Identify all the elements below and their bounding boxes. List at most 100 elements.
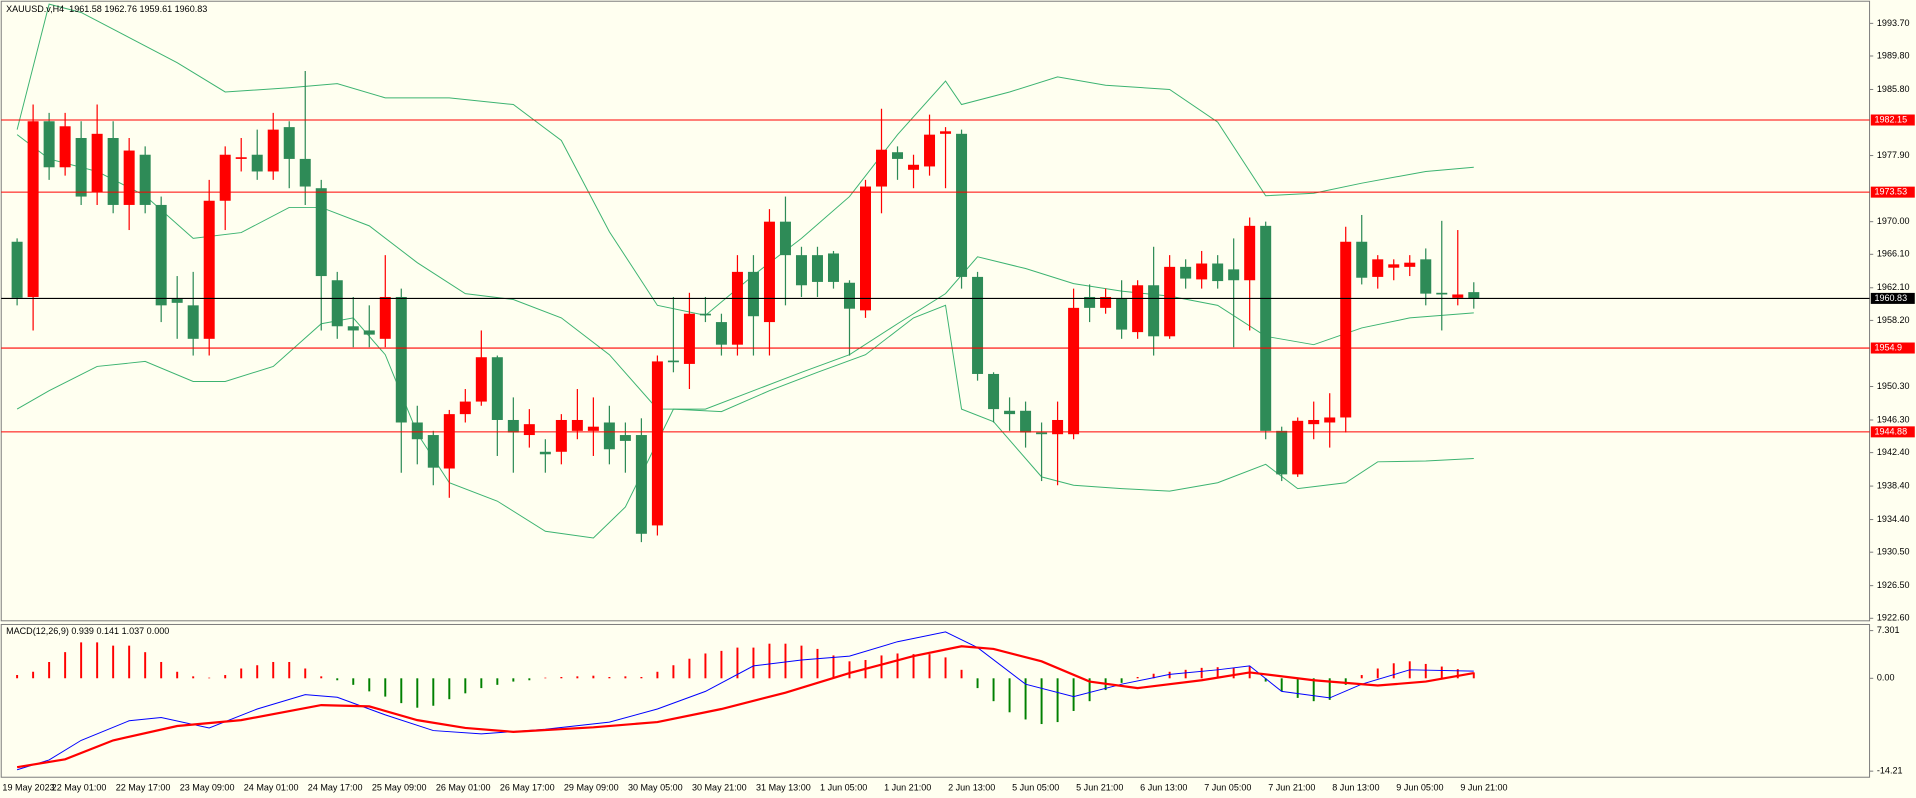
candle-body xyxy=(571,419,583,431)
candle-body xyxy=(299,158,311,187)
y-tick-label: 1942.40 xyxy=(1877,447,1910,457)
x-tick-label: 31 May 13:00 xyxy=(756,783,811,793)
price-label: 1973.53 xyxy=(1874,187,1907,197)
y-tick-label: 1977.90 xyxy=(1877,150,1910,160)
candle-body xyxy=(75,137,87,197)
candle-body xyxy=(267,129,279,172)
candle-body xyxy=(1212,263,1224,282)
candle-body xyxy=(795,255,807,286)
candle-body xyxy=(763,221,775,323)
candle-body xyxy=(699,313,711,316)
x-tick-label: 30 May 21:00 xyxy=(692,783,747,793)
x-tick-label: 5 Jun 21:00 xyxy=(1076,783,1123,793)
candle-body xyxy=(523,424,535,436)
candle-body xyxy=(1436,292,1448,295)
x-tick-label: 5 Jun 05:00 xyxy=(1012,783,1059,793)
candle-body xyxy=(347,326,359,331)
candle-body xyxy=(171,298,183,303)
candle-body xyxy=(651,361,663,526)
x-tick-label: 26 May 17:00 xyxy=(500,783,555,793)
x-tick-label: 24 May 01:00 xyxy=(244,783,299,793)
candle-body xyxy=(635,435,647,534)
y-tick-label: 1970.00 xyxy=(1877,216,1910,226)
candle-body xyxy=(1420,259,1432,294)
candle-body xyxy=(59,126,71,168)
macd-frame xyxy=(0,623,1871,778)
y-tick-label: 1993.70 xyxy=(1877,18,1910,28)
candle-body xyxy=(731,271,743,345)
candle-body xyxy=(1132,285,1144,333)
candle-body xyxy=(1116,298,1128,330)
candle-body xyxy=(1020,410,1032,433)
y-tick-label: 1989.80 xyxy=(1877,50,1910,60)
candle-body xyxy=(1228,269,1240,281)
candle-body xyxy=(1340,241,1352,418)
x-tick-label: 25 May 09:00 xyxy=(372,783,427,793)
price-label-bg xyxy=(1870,292,1915,304)
y-tick-label: 1966.10 xyxy=(1877,249,1910,259)
price-label-bg xyxy=(1870,426,1915,438)
candle-body xyxy=(972,276,984,374)
y-tick-label: 1938.40 xyxy=(1877,480,1910,490)
candle-body xyxy=(1404,262,1416,267)
candle-body xyxy=(1468,292,1480,299)
price-label: 1944.88 xyxy=(1874,426,1907,436)
y-tick-label: 0.00 xyxy=(1877,673,1895,683)
x-tick-label: 30 May 05:00 xyxy=(628,783,683,793)
y-tick-label: 1930.50 xyxy=(1877,547,1910,557)
x-tick-label: 1 Jun 05:00 xyxy=(820,783,867,793)
candle-body xyxy=(155,204,167,306)
candle-body xyxy=(459,401,471,415)
candle-body xyxy=(491,357,503,420)
candle-body xyxy=(219,154,231,201)
candle-body xyxy=(139,154,151,205)
y-tick-label: 1958.20 xyxy=(1877,315,1910,325)
y-tick-label: 1962.10 xyxy=(1877,282,1910,292)
candle-body xyxy=(1244,225,1256,281)
candle-body xyxy=(107,137,119,205)
candle-body xyxy=(1292,420,1304,475)
candle-body xyxy=(475,357,487,402)
candle-body xyxy=(1036,432,1048,435)
candle-body xyxy=(1164,266,1176,337)
x-tick-label: 2 Jun 13:00 xyxy=(948,783,995,793)
candle-body xyxy=(715,322,727,345)
candle-body xyxy=(331,280,343,327)
candle-body xyxy=(411,422,423,440)
x-tick-label: 7 Jun 05:00 xyxy=(1204,783,1251,793)
price-label: 1982.15 xyxy=(1874,114,1907,124)
candle-body xyxy=(203,200,215,339)
candle-body xyxy=(860,186,871,311)
indicator-line xyxy=(16,134,1474,410)
candle-body xyxy=(587,426,599,431)
candle-body xyxy=(1372,259,1384,277)
x-tick-label: 7 Jun 21:00 xyxy=(1268,783,1315,793)
candle-body xyxy=(811,255,823,282)
candle-body xyxy=(27,121,39,297)
candle-body xyxy=(747,271,759,317)
price-label-bg xyxy=(1870,114,1915,126)
macd-plot xyxy=(16,631,1475,771)
macd-header: MACD(12,26,9) 0.939 0.141 1.037 0.000 xyxy=(6,626,169,636)
y-tick-label: 1950.30 xyxy=(1877,381,1910,391)
candle-body xyxy=(283,127,295,159)
main-frame xyxy=(0,0,1871,622)
x-tick-label: 22 May 01:00 xyxy=(52,783,107,793)
candle-body xyxy=(1308,419,1320,425)
candle-body xyxy=(539,451,551,455)
candle-body xyxy=(379,296,391,339)
candle-body xyxy=(779,221,791,256)
price-label-bg xyxy=(1870,342,1915,354)
x-tick-label: 9 Jun 05:00 xyxy=(1396,783,1443,793)
x-tick-label: 22 May 17:00 xyxy=(116,783,171,793)
x-tick-label: 1 Jun 21:00 xyxy=(884,783,931,793)
candle-body xyxy=(1100,296,1112,308)
candle-body xyxy=(1084,296,1096,308)
candle-body xyxy=(988,373,1000,410)
candle-body xyxy=(1324,417,1336,423)
candle-body xyxy=(1148,285,1160,337)
candle-body xyxy=(443,414,455,469)
candle-body xyxy=(1052,419,1064,435)
